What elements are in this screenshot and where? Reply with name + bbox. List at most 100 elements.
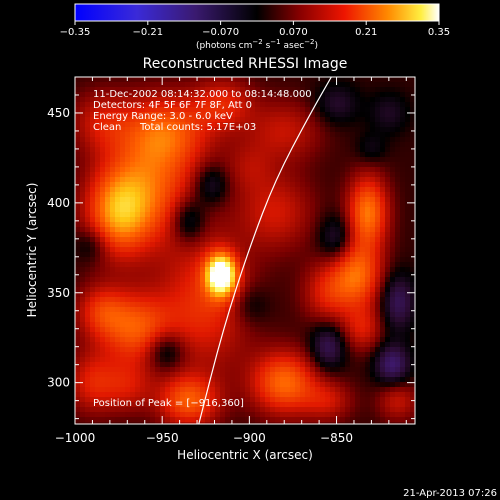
heatmap-cell [165, 357, 171, 363]
heatmap-cell [235, 187, 241, 193]
heatmap-cell [175, 367, 181, 373]
heatmap-cell [140, 377, 146, 383]
heatmap-cell [310, 117, 316, 123]
heatmap-cell [290, 397, 296, 403]
heatmap-cell [275, 267, 281, 273]
heatmap-cell [100, 232, 106, 238]
heatmap-cell [80, 257, 86, 263]
heatmap-cell [140, 117, 146, 123]
heatmap-cell [165, 317, 171, 323]
heatmap-cell [165, 327, 171, 333]
heatmap-cell [355, 182, 361, 188]
heatmap-cell [245, 87, 251, 93]
heatmap-cell [95, 152, 101, 158]
heatmap-cell [230, 232, 236, 238]
heatmap-cell [115, 267, 121, 273]
heatmap-cell [110, 157, 116, 163]
heatmap-cell [195, 177, 201, 183]
heatmap-cell [310, 127, 316, 133]
heatmap-cell [215, 322, 221, 328]
heatmap-cell [390, 417, 396, 423]
heatmap-cell [305, 257, 311, 263]
heatmap-cell [300, 387, 306, 393]
heatmap-cell [280, 232, 286, 238]
colorbar [74, 3, 440, 22]
heatmap-cell [145, 132, 151, 138]
heatmap-cell [375, 132, 381, 138]
heatmap-cell [135, 167, 141, 173]
heatmap-cell [165, 172, 171, 178]
heatmap-cell [290, 257, 296, 263]
heatmap-cell [385, 382, 391, 388]
heatmap-cell [160, 407, 166, 413]
heatmap-cell [275, 77, 281, 83]
heatmap-cell [235, 377, 241, 383]
heatmap-cell [130, 412, 136, 418]
heatmap-cell [75, 322, 81, 328]
heatmap-cell [370, 382, 376, 388]
heatmap-cell [165, 112, 171, 118]
heatmap-cell [145, 127, 151, 133]
heatmap-cell [320, 92, 326, 98]
heatmap-cell [160, 192, 166, 198]
heatmap-cell [135, 147, 141, 153]
heatmap-cell [95, 132, 101, 138]
heatmap-cell [180, 417, 186, 423]
heatmap-cell [310, 282, 316, 288]
heatmap-cell [400, 412, 406, 418]
heatmap-cell [395, 157, 401, 163]
heatmap-cell [170, 332, 176, 338]
heatmap-cell [265, 162, 271, 168]
heatmap-cell [115, 142, 121, 148]
heatmap-cell [345, 222, 351, 228]
heatmap-cell [335, 277, 341, 283]
heatmap-cell [290, 347, 296, 353]
heatmap-cell [200, 117, 206, 123]
heatmap-cell [75, 112, 81, 118]
heatmap-cell [380, 342, 386, 348]
heatmap-cell [315, 232, 321, 238]
heatmap-cell [100, 242, 106, 248]
heatmap-cell [175, 347, 181, 353]
heatmap-cell [160, 177, 166, 183]
heatmap-cell [320, 372, 326, 378]
heatmap-cell [110, 162, 116, 168]
heatmap-cell [305, 282, 311, 288]
heatmap-cell [90, 142, 96, 148]
heatmap-cell [240, 142, 246, 148]
heatmap-cell [210, 177, 216, 183]
heatmap-cell [155, 162, 161, 168]
heatmap-cell [270, 127, 276, 133]
heatmap-cell [220, 132, 226, 138]
heatmap-cell [300, 187, 306, 193]
heatmap-cell [275, 407, 281, 413]
heatmap-cell [205, 367, 211, 373]
heatmap-cell [395, 322, 401, 328]
heatmap-cell [245, 192, 251, 198]
heatmap-cell [300, 267, 306, 273]
heatmap-cell [210, 152, 216, 158]
heatmap-cell [290, 187, 296, 193]
heatmap-cell [275, 417, 281, 423]
heatmap-cell [400, 187, 406, 193]
heatmap-cell [410, 352, 415, 358]
heatmap-cell [185, 327, 191, 333]
heatmap-cell [185, 177, 191, 183]
heatmap-cell [100, 267, 106, 273]
heatmap-cell [230, 272, 236, 278]
heatmap-cell [385, 387, 391, 393]
heatmap-cell [220, 237, 226, 243]
heatmap-cell [165, 337, 171, 343]
heatmap-cell [380, 152, 386, 158]
heatmap-cell [220, 212, 226, 218]
heatmap-cell [95, 287, 101, 293]
heatmap-cell [335, 192, 341, 198]
heatmap-cell [350, 232, 356, 238]
heatmap-cell [120, 112, 126, 118]
heatmap-cell [335, 187, 341, 193]
heatmap-cell [120, 262, 126, 268]
heatmap-cell [155, 192, 161, 198]
heatmap-cell [220, 207, 226, 213]
heatmap-cell [340, 352, 346, 358]
heatmap-cell [135, 237, 141, 243]
